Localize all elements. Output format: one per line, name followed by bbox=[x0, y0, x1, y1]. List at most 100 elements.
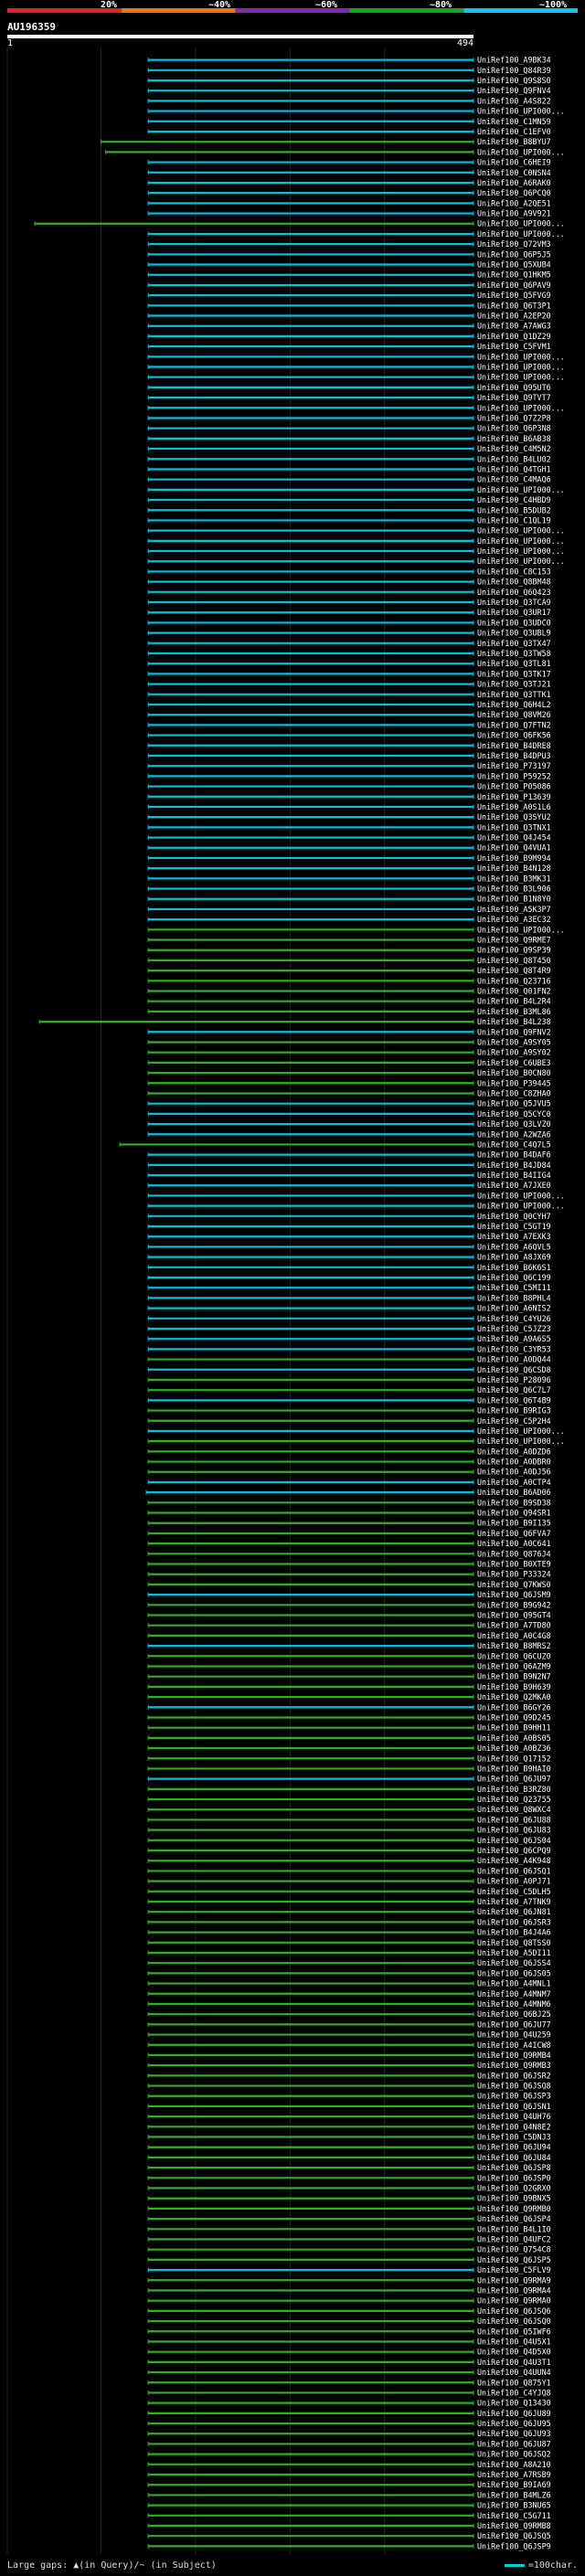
alignment-row[interactable]: UniRef100_B4L238 bbox=[38, 1017, 551, 1026]
alignment-label[interactable]: UniRef100_Q6JSQ8 bbox=[477, 2082, 551, 2091]
alignment-row[interactable]: UniRef100_A6RAK0 bbox=[147, 178, 551, 187]
alignment-row[interactable]: UniRef100_B4J4A6 bbox=[147, 1928, 551, 1937]
alignment-row[interactable]: UniRef100_A2EP20 bbox=[147, 312, 551, 321]
alignment-label[interactable]: UniRef100_C0NSN4 bbox=[477, 168, 551, 177]
alignment-row[interactable]: UniRef100_B9HH11 bbox=[147, 1723, 551, 1733]
alignment-row[interactable]: UniRef100_C5G711 bbox=[147, 2511, 551, 2520]
alignment-label[interactable]: UniRef100_Q9RMA9 bbox=[477, 2275, 551, 2284]
alignment-label[interactable]: UniRef100_Q4TGH1 bbox=[477, 464, 551, 473]
alignment-row[interactable]: UniRef100_B8MRS2 bbox=[147, 1641, 551, 1650]
alignment-row[interactable]: UniRef100_UPI000... bbox=[34, 219, 565, 228]
alignment-row[interactable]: UniRef100_B6GY26 bbox=[147, 1702, 551, 1712]
alignment-label[interactable]: UniRef100_Q4UH76 bbox=[477, 2112, 551, 2121]
alignment-row[interactable]: UniRef100_Q6JSM9 bbox=[147, 1590, 551, 1599]
alignment-label[interactable]: UniRef100_C1QL19 bbox=[477, 515, 551, 525]
alignment-label[interactable]: UniRef100_B4LU02 bbox=[477, 454, 551, 463]
alignment-row[interactable]: UniRef100_Q1DZ29 bbox=[147, 332, 551, 341]
alignment-row[interactable]: UniRef100_B4IIG4 bbox=[147, 1171, 551, 1180]
alignment-row[interactable]: UniRef100_Q6JSQ0 bbox=[147, 2316, 551, 2326]
alignment-row[interactable]: UniRef100_A0C4G8 bbox=[147, 1631, 551, 1640]
alignment-row[interactable]: UniRef100_UPI000... bbox=[147, 229, 565, 239]
alignment-label[interactable]: UniRef100_Q94SR1 bbox=[477, 1509, 551, 1518]
alignment-label[interactable]: UniRef100_Q23755 bbox=[477, 1795, 551, 1804]
alignment-label[interactable]: UniRef100_B1N8Y0 bbox=[477, 895, 551, 904]
alignment-label[interactable]: UniRef100_Q6JS04 bbox=[477, 1836, 551, 1845]
alignment-label[interactable]: UniRef100_A7JXE0 bbox=[477, 1181, 551, 1190]
alignment-label[interactable]: UniRef100_Q95GT4 bbox=[477, 1611, 551, 1620]
alignment-row[interactable]: UniRef100_Q6T4B9 bbox=[147, 1395, 551, 1405]
alignment-label[interactable]: UniRef100_Q6JSP3 bbox=[477, 2092, 551, 2101]
alignment-row[interactable]: UniRef100_Q8TSS0 bbox=[147, 1938, 551, 1947]
alignment-label[interactable]: UniRef100_Q754C8 bbox=[477, 2245, 551, 2254]
alignment-row[interactable]: UniRef100_Q3TX47 bbox=[147, 639, 551, 648]
alignment-row[interactable]: UniRef100_C8C153 bbox=[147, 567, 551, 576]
alignment-label[interactable]: UniRef100_Q6JSP8 bbox=[477, 2163, 551, 2172]
alignment-label[interactable]: UniRef100_Q3TX47 bbox=[477, 639, 551, 648]
alignment-label[interactable]: UniRef100_UPI000... bbox=[477, 373, 565, 382]
alignment-row[interactable]: UniRef100_A5DI11 bbox=[147, 1948, 551, 1957]
alignment-row[interactable]: UniRef100_Q5FVG9 bbox=[147, 291, 551, 300]
alignment-row[interactable]: UniRef100_A0DQ44 bbox=[147, 1355, 551, 1364]
alignment-row[interactable]: UniRef100_A7RSB9 bbox=[147, 2470, 551, 2479]
alignment-row[interactable]: UniRef100_Q6JSQ1 bbox=[147, 1866, 551, 1875]
alignment-label[interactable]: UniRef100_Q9BNX5 bbox=[477, 2194, 551, 2203]
alignment-label[interactable]: UniRef100_Q4U3T1 bbox=[477, 2358, 551, 2367]
alignment-label[interactable]: UniRef100_B9RIG3 bbox=[477, 1406, 551, 1415]
alignment-row[interactable]: UniRef100_P59252 bbox=[147, 771, 551, 780]
alignment-row[interactable]: UniRef100_Q94SR1 bbox=[147, 1509, 551, 1518]
alignment-label[interactable]: UniRef100_UPI000... bbox=[477, 1202, 565, 1211]
alignment-row[interactable]: UniRef100_C4HBD9 bbox=[147, 495, 551, 504]
alignment-row[interactable]: UniRef100_B4DPU3 bbox=[147, 751, 551, 760]
alignment-row[interactable]: UniRef100_Q0CYH7 bbox=[147, 1212, 551, 1221]
alignment-label[interactable]: UniRef100_C1EFV0 bbox=[477, 127, 551, 136]
alignment-row[interactable]: UniRef100_UPI000... bbox=[147, 925, 565, 934]
alignment-row[interactable]: UniRef100_C6HEI9 bbox=[147, 158, 551, 167]
alignment-row[interactable]: UniRef100_Q9D245 bbox=[147, 1712, 551, 1722]
alignment-row[interactable]: UniRef100_Q4U3T1 bbox=[147, 2358, 551, 2367]
alignment-label[interactable]: UniRef100_A0C641 bbox=[477, 1539, 551, 1548]
alignment-row[interactable]: UniRef100_Q6FVA7 bbox=[147, 1529, 551, 1538]
alignment-label[interactable]: UniRef100_C5GT19 bbox=[477, 1222, 551, 1231]
alignment-row[interactable]: UniRef100_A0DZD6 bbox=[147, 1447, 551, 1456]
alignment-row[interactable]: UniRef100_Q9RMA4 bbox=[147, 2285, 551, 2295]
alignment-label[interactable]: UniRef100_Q9RME7 bbox=[477, 936, 551, 945]
alignment-row[interactable]: UniRef100_UPI000... bbox=[147, 373, 565, 382]
alignment-row[interactable]: UniRef100_P28096 bbox=[147, 1375, 551, 1384]
alignment-row[interactable]: UniRef100_A0BS05 bbox=[147, 1733, 551, 1743]
alignment-row[interactable]: UniRef100_A0CTP4 bbox=[147, 1478, 551, 1487]
alignment-label[interactable]: UniRef100_A7EXK3 bbox=[477, 1232, 551, 1241]
alignment-label[interactable]: UniRef100_A6RAK0 bbox=[477, 178, 551, 187]
alignment-row[interactable]: UniRef100_Q6T3P1 bbox=[147, 301, 551, 310]
alignment-label[interactable]: UniRef100_A4K948 bbox=[477, 1856, 551, 1865]
alignment-label[interactable]: UniRef100_B4L2R4 bbox=[477, 997, 551, 1006]
alignment-row[interactable]: UniRef100_Q8T450 bbox=[147, 956, 551, 965]
alignment-row[interactable]: UniRef100_Q1HKM5 bbox=[147, 270, 551, 280]
alignment-row[interactable]: UniRef100_A8A210 bbox=[147, 2460, 551, 2469]
alignment-row[interactable]: UniRef100_A7JXE0 bbox=[147, 1181, 551, 1190]
alignment-label[interactable]: UniRef100_Q4N8E2 bbox=[477, 2122, 551, 2131]
alignment-row[interactable]: UniRef100_B6AB38 bbox=[147, 434, 551, 443]
alignment-row[interactable]: UniRef100_Q6Q423 bbox=[147, 588, 551, 597]
alignment-label[interactable]: UniRef100_Q6H4L2 bbox=[477, 700, 551, 709]
alignment-row[interactable]: UniRef100_Q5IWF6 bbox=[147, 2327, 551, 2336]
alignment-row[interactable]: UniRef100_UPI000... bbox=[105, 147, 565, 156]
alignment-label[interactable]: UniRef100_Q6T3P1 bbox=[477, 301, 551, 310]
alignment-row[interactable]: UniRef100_C4Q7L5 bbox=[119, 1140, 551, 1149]
alignment-row[interactable]: UniRef100_UPI000... bbox=[147, 352, 565, 361]
alignment-row[interactable]: UniRef100_Q3TTK1 bbox=[147, 690, 551, 699]
alignment-row[interactable]: UniRef100_Q17152 bbox=[147, 1754, 551, 1763]
alignment-row[interactable]: UniRef100_Q7FTN2 bbox=[147, 720, 551, 729]
alignment-label[interactable]: UniRef100_Q1DZ29 bbox=[477, 332, 551, 341]
alignment-row[interactable]: UniRef100_Q6JSQ6 bbox=[147, 2306, 551, 2316]
alignment-row[interactable]: UniRef100_Q4UFC2 bbox=[147, 2235, 551, 2244]
alignment-row[interactable]: UniRef100_A4K948 bbox=[147, 1856, 551, 1865]
alignment-label[interactable]: UniRef100_B3MK31 bbox=[477, 874, 551, 883]
alignment-row[interactable]: UniRef100_A7TD80 bbox=[147, 1621, 551, 1630]
alignment-label[interactable]: UniRef100_Q6PCQ0 bbox=[477, 188, 551, 197]
alignment-label[interactable]: UniRef100_A2QE51 bbox=[477, 198, 551, 207]
alignment-row[interactable]: UniRef100_Q9RMB0 bbox=[147, 2204, 551, 2213]
alignment-label[interactable]: UniRef100_Q8VM26 bbox=[477, 710, 551, 719]
alignment-row[interactable]: UniRef100_UPI000... bbox=[147, 557, 565, 566]
alignment-row[interactable]: UniRef100_Q6FK56 bbox=[147, 731, 551, 740]
alignment-label[interactable]: UniRef100_Q6JSQ0 bbox=[477, 2316, 551, 2326]
